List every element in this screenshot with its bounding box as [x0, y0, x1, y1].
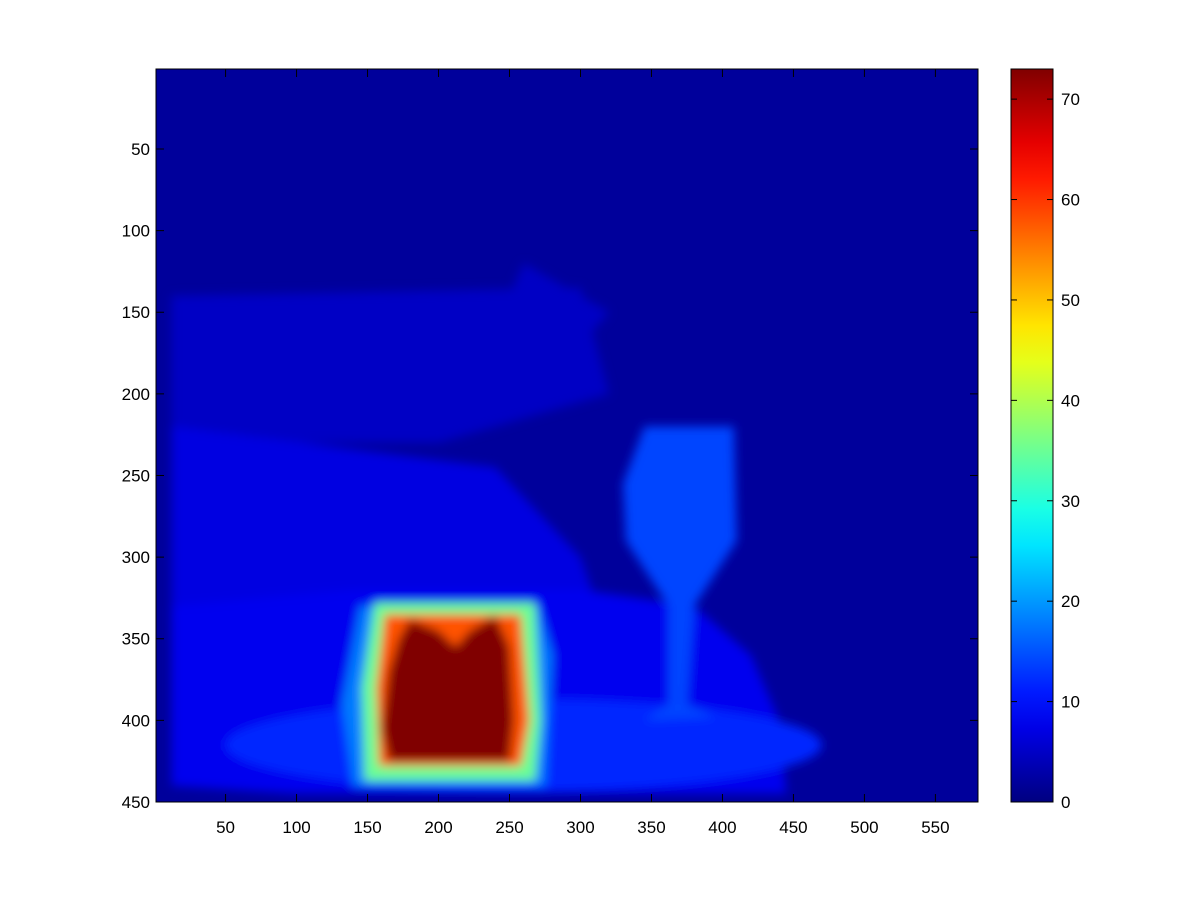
colorbar-tick-label: 10	[1061, 693, 1080, 712]
colorbar: 0 10 20 30 40 50 60 70	[1010, 68, 1080, 812]
heatmap-region-1	[495, 263, 609, 345]
y-tick-label: 350	[122, 630, 150, 649]
colorbar-ticks: 0 10 20 30 40 50 60 70	[1011, 90, 1080, 812]
x-axis-ticks: 50 100 150 200 250 300 350 400 450 500 550	[216, 69, 950, 837]
y-tick-label: 50	[131, 140, 150, 159]
colorbar-tick-label: 60	[1061, 191, 1080, 210]
colorbar-tick-label: 70	[1061, 90, 1080, 109]
plot-area: 50 100 150 200 250 300 350 400 450 500 550 50 100 15…	[122, 68, 979, 837]
x-tick-label: 400	[708, 818, 736, 837]
plot-frame	[155, 68, 979, 803]
colorbar-frame	[1010, 68, 1054, 803]
x-tick-label: 250	[495, 818, 523, 837]
x-tick-label: 200	[424, 818, 452, 837]
heatmap-region-2	[171, 426, 595, 623]
y-tick-label: 200	[122, 385, 150, 404]
y-axis-ticks: 50 100 150 200 250 300 350 400 450	[122, 140, 978, 812]
heatmap-region-5	[623, 426, 737, 721]
heatmap-regions	[171, 263, 822, 794]
colorbar-tick-label: 50	[1061, 291, 1080, 310]
y-tick-label: 100	[122, 222, 150, 241]
y-tick-label: 400	[122, 711, 150, 730]
x-tick-label: 500	[850, 818, 878, 837]
x-tick-label: 350	[637, 818, 665, 837]
y-tick-label: 450	[122, 793, 150, 812]
y-tick-label: 150	[122, 303, 150, 322]
x-tick-label: 100	[282, 818, 310, 837]
x-tick-label: 50	[216, 818, 235, 837]
x-tick-label: 150	[353, 818, 381, 837]
x-tick-label: 450	[779, 818, 807, 837]
colorbar-tick-label: 20	[1061, 592, 1080, 611]
heatmap-region-9	[381, 615, 514, 762]
y-tick-label: 300	[122, 548, 150, 567]
colorbar-tick-label: 40	[1061, 391, 1080, 410]
colorbar-gradient	[1011, 69, 1053, 802]
colorbar-tick-label: 30	[1061, 492, 1080, 511]
colorbar-tick-label: 0	[1061, 793, 1070, 812]
x-tick-label: 550	[921, 818, 949, 837]
x-tick-label: 300	[566, 818, 594, 837]
y-tick-label: 250	[122, 466, 150, 485]
